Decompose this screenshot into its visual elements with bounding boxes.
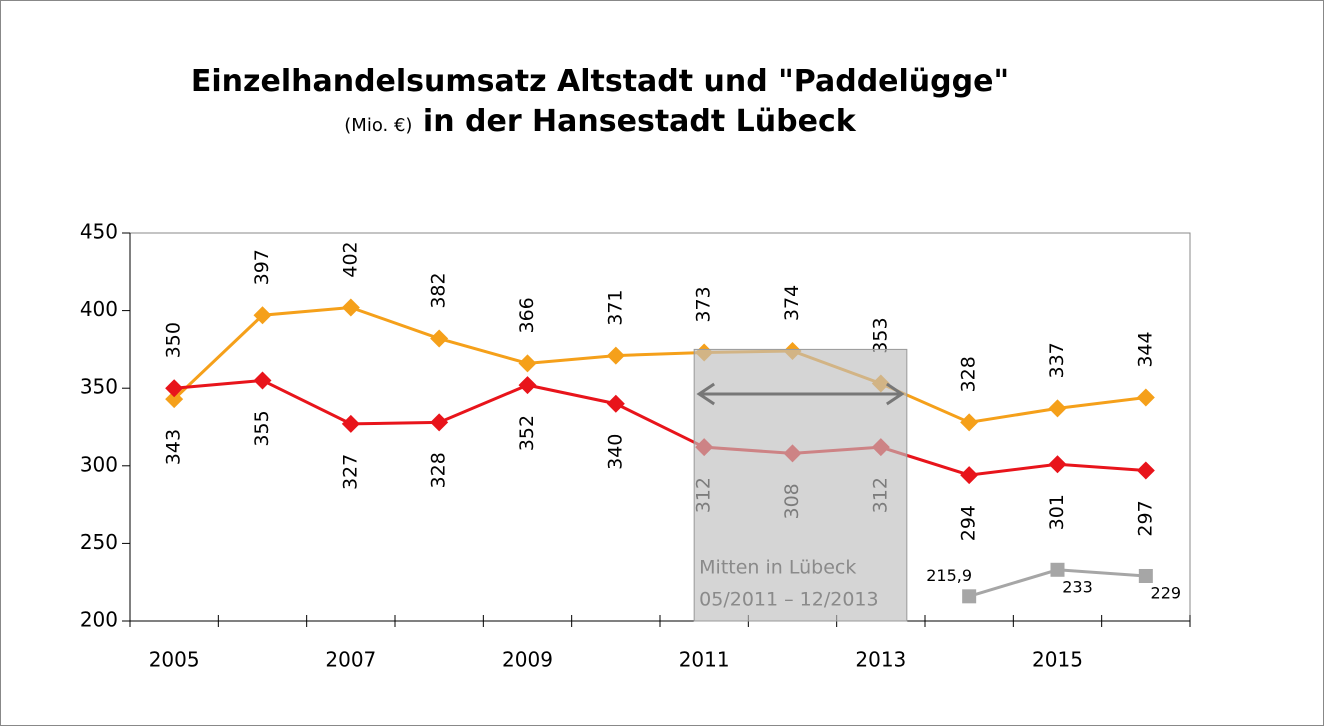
y-tick-label: 450	[80, 220, 118, 244]
marker	[962, 589, 977, 604]
annotation: 05/2011 – 12/2013	[699, 589, 878, 611]
marker	[341, 298, 360, 317]
data-label: 229	[1151, 583, 1182, 602]
period-box	[693, 348, 908, 622]
data-label: 327	[339, 454, 361, 490]
marker	[606, 346, 625, 365]
x-tick-label: 2005	[149, 648, 200, 672]
marker	[341, 414, 360, 433]
y-tick-label: 400	[80, 297, 118, 321]
marker	[1050, 562, 1065, 577]
marker	[1138, 568, 1153, 583]
marker	[960, 413, 979, 432]
title-end: in der Hansestadt Lübeck	[422, 104, 856, 139]
marker	[960, 466, 979, 485]
data-label: 233	[1062, 577, 1093, 596]
y-tick-label: 250	[80, 530, 118, 554]
data-label: 355	[251, 410, 273, 446]
y-tick-label: 200	[80, 608, 118, 632]
marker	[1136, 461, 1155, 480]
data-label: 373	[693, 286, 715, 322]
marker	[165, 379, 184, 398]
marker	[1048, 455, 1067, 474]
marker	[1048, 399, 1067, 418]
x-tick-label: 2013	[855, 648, 906, 672]
data-label: 301	[1046, 494, 1068, 530]
data-label: 397	[251, 249, 273, 285]
data-label: 352	[516, 415, 538, 451]
arrow-head	[696, 382, 715, 406]
marker	[165, 390, 184, 409]
marker	[253, 371, 272, 390]
data-label: 402	[339, 241, 361, 277]
data-label: 366	[516, 297, 538, 333]
data-label: 297	[1134, 500, 1156, 536]
data-label: 328	[958, 356, 980, 392]
title-main: Einzelhandelsumsatz Altstadt und "Paddel…	[190, 64, 1010, 99]
marker	[430, 329, 449, 348]
y-tick-label: 300	[80, 452, 118, 476]
marker	[518, 376, 537, 395]
marker	[253, 306, 272, 325]
series-line	[173, 305, 1147, 424]
x-tick-label: 2007	[325, 648, 376, 672]
chart-title: Einzelhandelsumsatz Altstadt und "Paddel…	[180, 62, 1020, 146]
annotation: Mitten in Lübeck	[699, 557, 856, 579]
marker	[606, 394, 625, 413]
data-label: 353	[869, 317, 891, 353]
data-label: 215,9	[926, 566, 972, 585]
marker	[1136, 388, 1155, 407]
data-label: 382	[428, 272, 450, 308]
data-label: 374	[781, 285, 803, 321]
title-unit: (Mio. €)	[344, 115, 413, 136]
arrow-head	[886, 382, 905, 406]
x-tick-label: 2011	[679, 648, 730, 672]
data-label: 340	[604, 434, 626, 470]
data-label: 337	[1046, 342, 1068, 378]
data-label: 350	[163, 322, 185, 358]
series-line	[174, 378, 1146, 477]
data-label: 294	[958, 505, 980, 541]
marker	[518, 354, 537, 373]
y-tick-label: 350	[80, 375, 118, 399]
data-label: 371	[604, 289, 626, 325]
data-label: 344	[1134, 331, 1156, 367]
data-label: 343	[163, 429, 185, 465]
x-tick-label: 2009	[502, 648, 553, 672]
x-tick-label: 2015	[1032, 648, 1083, 672]
marker	[430, 413, 449, 432]
data-label: 328	[428, 452, 450, 488]
